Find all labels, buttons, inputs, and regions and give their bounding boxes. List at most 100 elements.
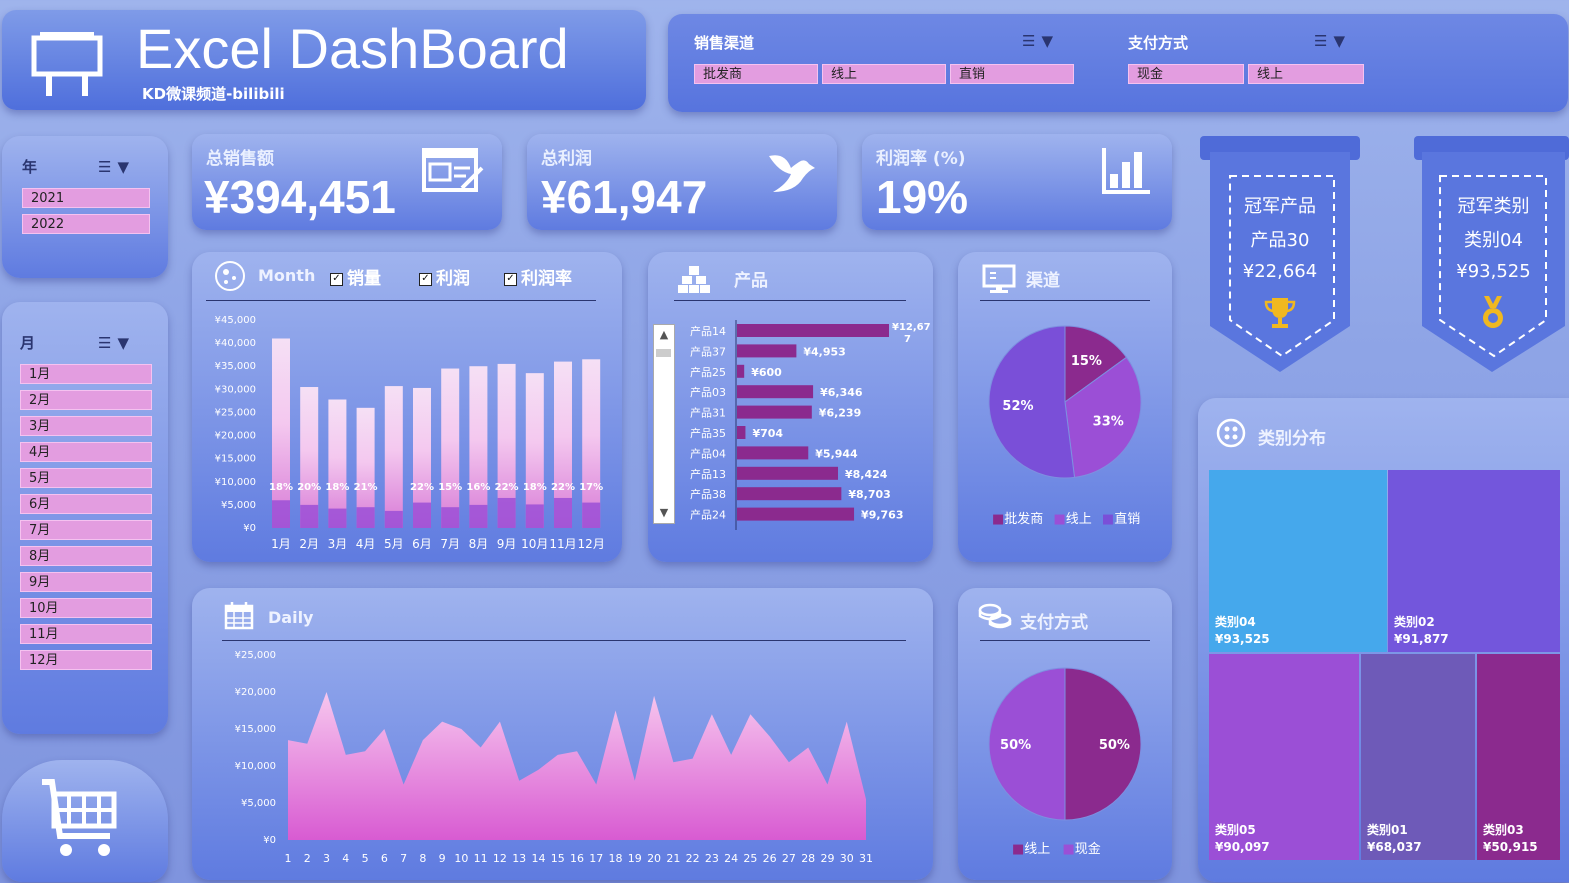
header-panel: Excel DashBoard KD微课频道-bilibili [2, 10, 646, 110]
x-tick-label: 2月 [299, 537, 319, 551]
channel-filter-icons[interactable]: ☰▼ [1022, 32, 1059, 50]
margin-label: 18% [523, 482, 547, 493]
treemap-cat03-value: ¥50,915 [1483, 840, 1538, 854]
legend-direct: 直销 [1114, 512, 1141, 527]
y-tick-label: 产品03 [690, 385, 726, 399]
x-tick-label: 6 [381, 852, 388, 865]
month-option-1[interactable]: 1月 [20, 364, 152, 384]
payment-chart-title: 支付方式 [1020, 613, 1088, 633]
x-tick-label: 16 [570, 852, 584, 865]
cart-button[interactable] [2, 760, 168, 882]
legend-wholesale: 批发商 [1004, 512, 1044, 527]
pie-slice [1064, 325, 1128, 403]
month-check-volume[interactable]: ✓ 销量 [330, 264, 381, 289]
x-tick-label: 12月 [578, 537, 605, 551]
billboard-icon [31, 32, 103, 96]
month-option-11[interactable]: 11月 [20, 624, 152, 644]
x-tick-label: 15 [551, 852, 565, 865]
product-bar [737, 324, 889, 337]
y-tick-label: 产品38 [690, 487, 726, 501]
profit-bar [356, 507, 375, 528]
x-tick-label: 18 [609, 852, 623, 865]
treemap-cat01-value: ¥68,037 [1367, 840, 1422, 854]
kpi-margin-label: 利润率 (%) [876, 149, 966, 169]
sales-bar [469, 366, 488, 528]
month-option-2[interactable]: 2月 [20, 390, 152, 410]
data-label: ¥5,944 [815, 447, 858, 460]
month-slicer-icons[interactable]: ☰▼ [98, 334, 135, 352]
year-option-2022[interactable]: 2022 [22, 214, 150, 234]
treemap-cell-cat05[interactable]: 类别05 ¥90,097 [1209, 654, 1359, 860]
champion-product-name: 产品30 [1250, 230, 1310, 251]
y-tick-label: 产品31 [690, 406, 726, 420]
champion-category-ribbon: 冠军类别 类别04 ¥93,525 [1410, 136, 1569, 376]
month-option-6[interactable]: 6月 [20, 494, 152, 514]
month-option-9[interactable]: 9月 [20, 572, 152, 592]
treemap-cell-cat02[interactable]: 类别02 ¥91,877 [1388, 470, 1560, 652]
data-label: ¥6,239 [819, 407, 861, 420]
sales-bar [525, 373, 544, 528]
treemap-cell-cat03[interactable]: 类别03 ¥50,915 [1477, 654, 1560, 860]
margin-label: 18% [325, 482, 349, 493]
payment-filter-label: 支付方式 [1128, 34, 1189, 52]
product-scrollbar[interactable]: ▲ ▼ [653, 324, 675, 524]
month-option-4[interactable]: 4月 [20, 442, 152, 462]
product-bar [737, 446, 809, 460]
product-bar [737, 364, 745, 378]
channel-chart-title: 渠道 [1026, 271, 1060, 291]
treemap-cell-cat04[interactable]: 类别04 ¥93,525 [1209, 470, 1387, 652]
year-option-2021[interactable]: 2021 [22, 188, 150, 208]
month-option-3[interactable]: 3月 [20, 416, 152, 436]
scroll-up-icon[interactable]: ▲ [659, 328, 669, 341]
treemap-cat05-value: ¥90,097 [1215, 840, 1270, 854]
payment-filter-icons[interactable]: ☰▼ [1314, 32, 1351, 50]
month-option-12[interactable]: 12月 [20, 650, 152, 670]
margin-label: 16% [466, 482, 490, 493]
profit-bar [272, 500, 290, 528]
month-option-5[interactable]: 5月 [20, 468, 152, 488]
profit-bar [497, 497, 516, 528]
sales-bar [384, 386, 403, 528]
boxes-icon [678, 266, 710, 293]
channel-option-wholesale[interactable]: 批发商 [694, 64, 818, 84]
x-tick-label: 6月 [412, 537, 432, 551]
y-tick-label: ¥25,000 [235, 650, 276, 661]
payment-option-cash[interactable]: 现金 [1128, 64, 1244, 84]
month-option-10[interactable]: 10月 [20, 598, 152, 618]
sales-bar [356, 407, 375, 528]
month-check-margin[interactable]: ✓ 利润率 [504, 264, 572, 289]
sales-bar [413, 387, 431, 528]
x-tick-label: 24 [724, 852, 738, 865]
year-slicer: 年 ☰▼ 2021 2022 [2, 136, 168, 278]
filter-panel: 销售渠道 ☰▼ 批发商 线上 直销 支付方式 ☰▼ 现金 线上 [668, 14, 1568, 112]
data-label: ¥600 [751, 366, 782, 379]
pie-label: 33% [1093, 415, 1124, 430]
scroll-down-icon[interactable]: ▼ [659, 506, 669, 519]
x-tick-label: 13 [512, 852, 526, 865]
daily-chart: ¥25,000¥20,000¥15,000¥10,000¥5,000¥01 2 3 4… [235, 650, 873, 865]
product-chart: 产品14 ¥12,677 产品37 ¥4,953 产品25 ¥600 产品03 ¥6,346 产… [690, 320, 931, 530]
x-tick-label: 17 [589, 852, 603, 865]
treemap-cell-cat01[interactable]: 类别01 ¥68,037 [1361, 654, 1475, 860]
year-slicer-icons[interactable]: ☰▼ [98, 158, 135, 176]
sales-bar [300, 387, 319, 528]
divider [674, 300, 906, 301]
month-check-profit[interactable]: ✓ 利润 [419, 264, 470, 289]
x-tick-label: 9月 [497, 537, 517, 551]
product-bar [737, 405, 812, 419]
data-label: 7 [904, 334, 911, 345]
payment-option-online[interactable]: 线上 [1248, 64, 1364, 84]
pie-slice [1064, 667, 1142, 821]
channel-option-online[interactable]: 线上 [822, 64, 946, 84]
month-option-8[interactable]: 8月 [20, 546, 152, 566]
category-chart-panel: 类别分布 类别04 ¥93,525 类别02 ¥91,877 类别05 ¥90,… [1198, 398, 1569, 882]
profit-bar [300, 504, 319, 528]
x-tick-label: 2 [304, 852, 311, 865]
x-tick-label: 9 [439, 852, 446, 865]
channel-option-direct[interactable]: 直销 [950, 64, 1074, 84]
scroll-thumb[interactable] [656, 349, 671, 357]
month-option-7[interactable]: 7月 [20, 520, 152, 540]
divider [222, 640, 906, 641]
legend-online: 线上 [1024, 842, 1051, 857]
x-tick-label: 7月 [440, 537, 460, 551]
